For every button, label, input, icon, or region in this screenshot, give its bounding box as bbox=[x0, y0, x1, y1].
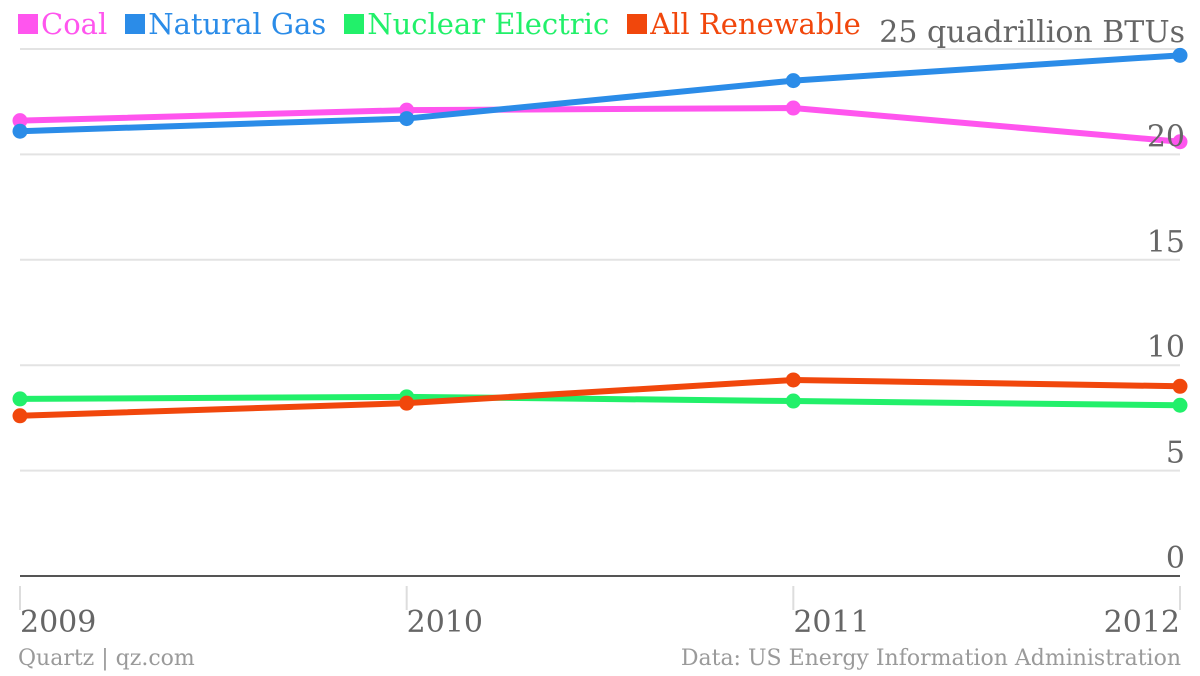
y-tick-label: 10 bbox=[1147, 330, 1185, 365]
data-point-coal bbox=[785, 100, 801, 116]
y-tick-label: 20 bbox=[1147, 119, 1185, 154]
data-point-all-renewable bbox=[785, 372, 801, 388]
legend-label-all-renewable: All Renewable bbox=[650, 7, 861, 41]
data-point-nuclear-electric bbox=[1172, 397, 1188, 413]
data-point-natural-gas bbox=[785, 73, 801, 89]
legend-label-natural-gas: Natural Gas bbox=[148, 7, 327, 41]
data-point-coal bbox=[12, 113, 28, 129]
series-line-nuclear-electric bbox=[17, 393, 1183, 409]
series-points bbox=[12, 47, 1188, 424]
axes: 0 5 10 15 20 2009 2010 2011 2012 bbox=[19, 119, 1185, 640]
source-credit: Quartz | qz.com bbox=[18, 646, 195, 671]
data-point-all-renewable bbox=[12, 408, 28, 424]
data-point-nuclear-electric bbox=[785, 393, 801, 409]
data-point-nuclear-electric bbox=[12, 391, 28, 407]
legend-swatch-all-renewable bbox=[627, 14, 648, 34]
legend-label-coal: Coal bbox=[41, 7, 108, 41]
legend-item-nuclear-electric: Nuclear Electric bbox=[344, 7, 609, 41]
y-tick-label: 0 bbox=[1166, 541, 1185, 576]
legend-swatch-coal bbox=[18, 14, 38, 34]
legend-swatch-nuclear-electric bbox=[344, 14, 365, 34]
legend-swatch-natural-gas bbox=[125, 14, 146, 34]
legend-item-coal: Coal bbox=[18, 7, 107, 41]
data-point-natural-gas bbox=[12, 123, 28, 139]
series-lines bbox=[17, 52, 1183, 419]
y-axis-unit-label: 25 quadrillion BTUs bbox=[879, 15, 1185, 50]
legend-label-nuclear-electric: Nuclear Electric bbox=[367, 7, 610, 41]
data-point-natural-gas bbox=[1172, 47, 1188, 63]
x-tick-label: 2011 bbox=[793, 605, 869, 640]
chart-legend: Coal Natural Gas Nuclear Electric All Re… bbox=[18, 4, 879, 44]
data-point-coal bbox=[1172, 134, 1188, 150]
data-source: Data: US Energy Information Administrati… bbox=[680, 646, 1181, 671]
series-line-coal bbox=[17, 105, 1183, 145]
x-tick-label: 2012 bbox=[1104, 605, 1180, 640]
y-tick-label: 15 bbox=[1147, 225, 1185, 260]
data-point-all-renewable bbox=[1172, 378, 1188, 394]
gridlines bbox=[20, 48, 1180, 472]
series-line-natural-gas bbox=[17, 52, 1183, 135]
legend-item-all-renewable: All Renewable bbox=[627, 7, 861, 41]
x-tick-label: 2010 bbox=[407, 605, 483, 640]
series-line-all-renewable bbox=[17, 376, 1183, 419]
legend-item-natural-gas: Natural Gas bbox=[125, 7, 326, 41]
x-tick-label: 2009 bbox=[20, 605, 96, 640]
data-point-natural-gas bbox=[399, 111, 415, 127]
y-tick-label: 5 bbox=[1166, 436, 1185, 471]
data-point-all-renewable bbox=[399, 395, 415, 411]
